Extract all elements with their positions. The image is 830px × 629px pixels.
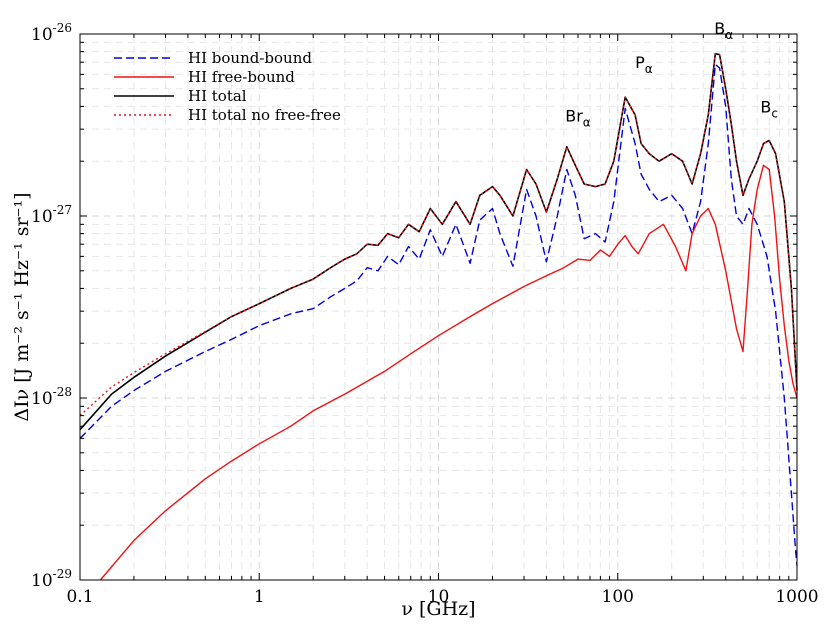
- y-tick-label-base: 10: [31, 571, 53, 591]
- legend-label-hi-bound-bound: HI bound-bound: [188, 49, 312, 67]
- y-axis-title: ΔIν [J m⁻² s⁻¹ Hz⁻¹ sr⁻¹]: [11, 192, 33, 421]
- y-tick-label-exponent: -27: [53, 203, 72, 217]
- x-tick-label: 10: [428, 587, 450, 607]
- annotation-b-c: Bc: [760, 98, 778, 121]
- tick-marks: [79, 33, 798, 581]
- series-line-hi-free-bound: [99, 164, 798, 581]
- y-tick-label-exponent: -28: [53, 385, 72, 399]
- series-line-hi-total-no-free-free: [79, 52, 798, 417]
- annotation-b-alpha: Bα: [714, 19, 733, 42]
- annotation-subscript: α: [725, 28, 733, 42]
- annotation-base: B: [714, 19, 725, 38]
- y-tick-label: 10-29: [31, 567, 72, 591]
- y-tick-label-exponent: -29: [53, 567, 72, 581]
- legend-label-hi-total-no-free-free: HI total no free-free: [188, 106, 341, 124]
- series-layer: [79, 52, 798, 581]
- y-tick-label-exponent: -26: [53, 21, 72, 35]
- x-tick-label: 100: [602, 587, 634, 607]
- y-tick-label: 10-27: [31, 203, 72, 227]
- y-tick-label-base: 10: [31, 25, 53, 45]
- annotation-subscript: α: [583, 116, 591, 130]
- x-tick-label: 1000: [775, 587, 818, 607]
- annotation-base: P: [635, 53, 645, 72]
- x-tick-label: 1: [254, 587, 265, 607]
- x-axis-title: ν [GHz]: [401, 598, 475, 620]
- y-tick-label: 10-26: [31, 21, 72, 45]
- legend-label-hi-free-bound: HI free-bound: [188, 68, 295, 86]
- y-tick-label: 10-28: [31, 385, 72, 409]
- x-tick-label: 0.1: [66, 587, 93, 607]
- annotation-br-alpha: Brα: [565, 107, 591, 130]
- y-tick-label-base: 10: [31, 207, 53, 227]
- annotation-subscript: c: [771, 107, 778, 121]
- grid: [80, 34, 797, 580]
- y-tick-label-base: 10: [31, 389, 53, 409]
- annotation-base: Br: [565, 107, 583, 126]
- annotation-p-alpha: Pα: [635, 53, 653, 76]
- series-line-hi-bound-bound: [79, 63, 798, 566]
- annotation-subscript: α: [645, 62, 653, 76]
- legend-label-hi-total: HI total: [188, 87, 247, 105]
- annotation-base: B: [760, 98, 771, 117]
